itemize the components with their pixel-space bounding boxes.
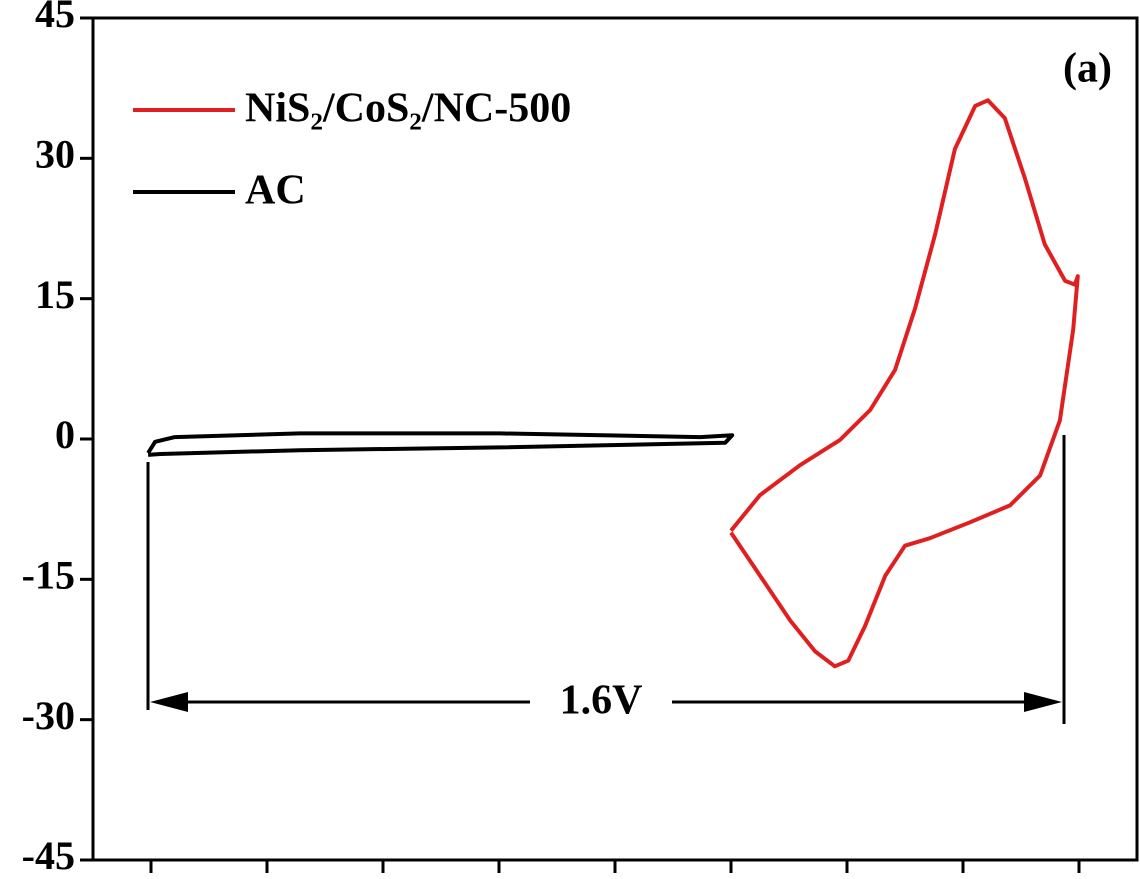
annotation: 1.6V — [560, 678, 643, 724]
y-tick-label: -15 — [22, 553, 75, 598]
y-tick-label: -45 — [22, 833, 75, 878]
series-line — [729, 98, 1080, 669]
y-tick-label: 0 — [55, 412, 75, 457]
y-tick-label: -30 — [22, 693, 75, 738]
y-tick-label: 45 — [35, 0, 75, 36]
y-tick-label: 15 — [35, 272, 75, 317]
arrow-head — [1024, 692, 1062, 712]
panel-label: (a) — [1063, 46, 1112, 92]
legend-label: NiS₂/CoS₂/NC-500 — [245, 86, 571, 132]
legend-label: AC — [245, 168, 306, 214]
y-tick-label: 30 — [35, 132, 75, 177]
series-line — [146, 431, 735, 457]
plot-frame — [91, 16, 1139, 862]
arrow-head — [150, 692, 188, 712]
